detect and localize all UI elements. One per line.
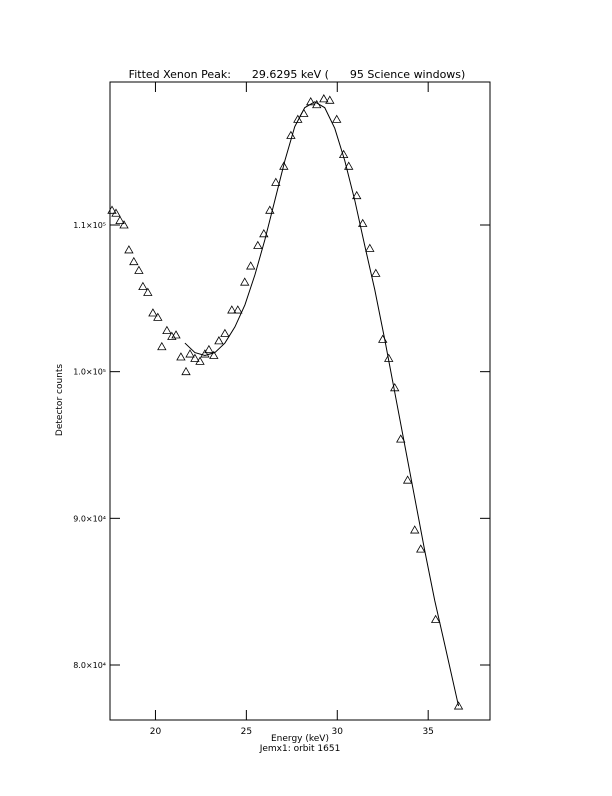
data-point (107, 205, 117, 214)
data-point (204, 344, 214, 354)
data-point (402, 475, 413, 484)
y-axis-label: Detector counts (55, 364, 65, 436)
x-axis-label: Energy (keV) (271, 734, 329, 744)
data-point (134, 265, 144, 274)
data-point (157, 341, 167, 351)
data-point (227, 305, 237, 314)
y-tick-label: 8.0×10⁴ (73, 661, 106, 670)
subtitle: Jemx1: orbit 1651 (259, 744, 341, 754)
data-point (209, 350, 219, 359)
data-point (124, 245, 134, 254)
chart-title: Fitted Xenon Peak: 29.6295 keV ( 95 Scie… (129, 68, 466, 81)
data-point (129, 256, 139, 266)
data-point (111, 208, 121, 217)
data-point (148, 308, 158, 317)
data-point (119, 220, 129, 229)
data-point (246, 261, 256, 270)
y-tick-label: 1.0×10⁵ (73, 368, 106, 377)
data-point (153, 312, 163, 321)
data-point (271, 177, 281, 186)
data-point (233, 305, 243, 314)
data-point (240, 277, 250, 286)
data-point (410, 525, 420, 534)
data-point (396, 434, 406, 443)
data-point (416, 544, 426, 553)
data-point (167, 331, 177, 340)
data-point (332, 114, 342, 123)
x-tick-label: 30 (332, 727, 344, 737)
data-point (171, 330, 181, 339)
data-point (162, 325, 172, 334)
data-point (214, 336, 224, 345)
fit-line (184, 101, 460, 707)
data-point (319, 94, 329, 103)
x-tick-label: 25 (241, 727, 252, 737)
data-point (143, 287, 153, 296)
y-tick-label: 1.1×10⁵ (73, 221, 106, 230)
data-point (181, 366, 191, 376)
data-point (306, 96, 316, 106)
data-point (453, 701, 464, 710)
data-point (293, 114, 303, 123)
data-point (195, 356, 205, 365)
data-point (138, 281, 148, 290)
data-point (190, 353, 200, 362)
data-point (344, 161, 354, 170)
data-point (279, 161, 289, 170)
data-point (220, 328, 230, 337)
data-point (115, 215, 125, 224)
data-point (176, 352, 186, 361)
data-point (371, 268, 381, 277)
data-point (200, 349, 210, 358)
data-point (352, 190, 362, 200)
data-point (430, 614, 441, 623)
data-point (325, 95, 335, 104)
plot-frame (109, 81, 491, 721)
data-point (259, 228, 269, 238)
data-point (185, 349, 195, 358)
y-tick-label: 9.0×10⁴ (73, 514, 106, 523)
x-tick-label: 20 (150, 727, 162, 737)
data-point (253, 240, 263, 249)
data-point (265, 205, 275, 214)
data-point (365, 243, 375, 252)
x-tick-label: 35 (422, 727, 433, 737)
data-point (358, 218, 368, 227)
